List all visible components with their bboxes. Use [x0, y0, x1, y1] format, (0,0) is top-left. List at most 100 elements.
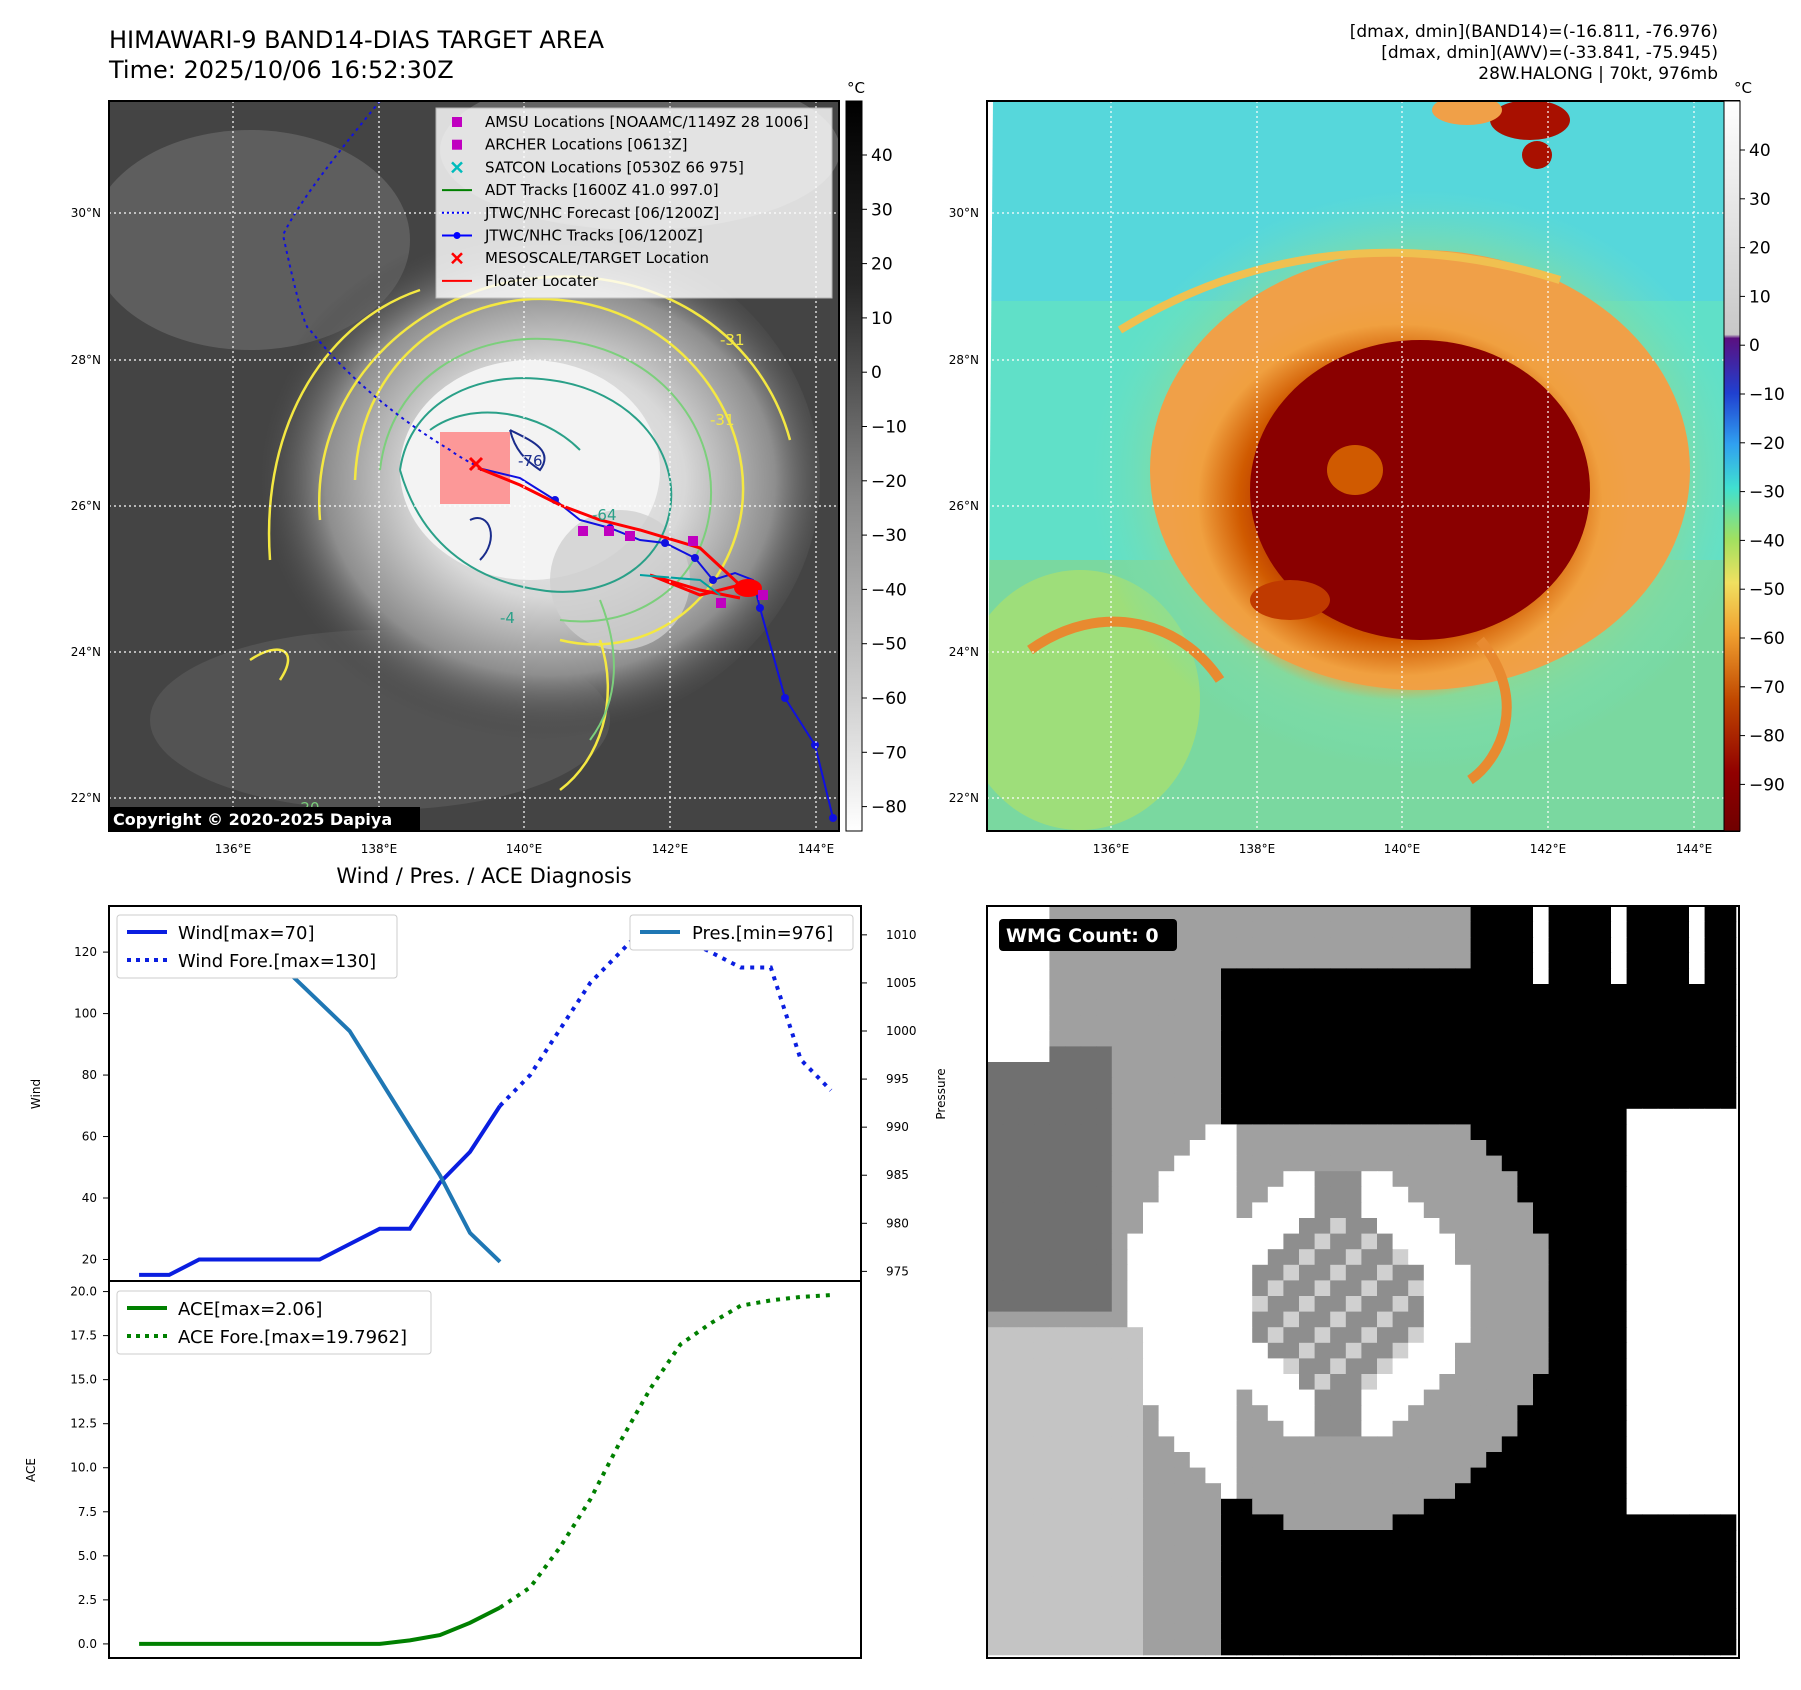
ace-axis-label: ACE — [24, 1458, 38, 1482]
copyright-box — [110, 807, 420, 830]
legend-wind: Wind[max=70] — [178, 923, 315, 944]
ace-tick: 15.0 — [70, 1373, 97, 1387]
lon-label: 138°E — [1239, 842, 1276, 856]
legend-label: ARCHER Locations [0613Z] — [485, 136, 688, 154]
ace-tick: 10.0 — [70, 1461, 97, 1475]
lat-label: 22°N — [71, 791, 101, 805]
pressure-tick: 995 — [886, 1072, 909, 1086]
colorbar-tick: −20 — [871, 472, 907, 492]
colorbar-tick: 40 — [871, 146, 893, 166]
wind-tick: 40 — [82, 1191, 97, 1205]
ir-map-lon-labels: 136°E 138°E 140°E 142°E 144°E — [215, 842, 835, 856]
contour-label: -76 — [518, 452, 543, 470]
lat-label: 24°N — [949, 645, 979, 659]
time-label: Time: 2025/10/06 16:52:30Z — [109, 56, 454, 84]
ace-tick: 17.5 — [70, 1329, 97, 1343]
map-legend: AMSU Locations [NOAAMC/1149Z 28 1006] ARC… — [435, 107, 833, 299]
contour-label: -64 — [592, 506, 617, 524]
colorbar-unit: °C — [1734, 79, 1752, 97]
colorbar-tick: 20 — [1749, 239, 1771, 259]
colorbar-tick: −90 — [1749, 775, 1785, 795]
contour-label: -31 — [710, 411, 735, 429]
colorbar-tick: −50 — [1749, 580, 1785, 600]
legend-label: ADT Tracks [1600Z 41.0 997.0] — [485, 181, 719, 199]
colorbar-tick: 10 — [1749, 287, 1771, 307]
pressure-axis-label: Pressure — [934, 1068, 948, 1119]
ace-tick: 5.0 — [78, 1549, 97, 1563]
colorbar-tick: 0 — [1749, 336, 1760, 356]
pressure-tick: 1010 — [886, 928, 917, 942]
colorbar-tick: −30 — [871, 526, 907, 546]
pressure-tick: 1000 — [886, 1024, 917, 1038]
legend-ace: ACE[max=2.06] — [178, 1299, 322, 1320]
enhanced-map-panel — [986, 100, 1740, 832]
lat-label: 24°N — [71, 645, 101, 659]
wind-tick: 20 — [82, 1252, 97, 1266]
ir-map-panel: -76 -64 -31 -31 -20 -4 — [108, 100, 840, 832]
colorbar-tick: 30 — [871, 200, 893, 220]
diagnosis-title: Wind / Pres. / ACE Diagnosis — [336, 864, 631, 888]
ir-map-lat-labels: 30°N 28°N 26°N 24°N 22°N — [71, 206, 101, 805]
main-title: HIMAWARI-9 BAND14-DIAS TARGET AREA — [109, 26, 605, 54]
colorbar-tick: −50 — [871, 635, 907, 655]
legend-label: SATCON Locations [0530Z 66 975] — [485, 158, 744, 176]
copyright-label: Copyright © 2020-2025 Dapiya — [113, 810, 392, 829]
legend-wind-forecast: Wind Fore.[max=130] — [178, 951, 376, 972]
colorbar-tick: 10 — [871, 309, 893, 329]
colorbar-tick: −70 — [1749, 678, 1785, 698]
wind-axis-label: Wind — [29, 1079, 43, 1109]
legend-label: JTWC/NHC Tracks [06/1200Z] — [484, 227, 703, 245]
colorbar-tick: −40 — [871, 580, 907, 600]
legend-ace-forecast: ACE Fore.[max=19.7962] — [178, 1327, 407, 1348]
wind-tick: 60 — [82, 1130, 97, 1144]
legend-symbol — [442, 232, 472, 239]
lon-label: 136°E — [215, 842, 252, 856]
legend-symbol — [451, 252, 463, 265]
lon-label: 140°E — [506, 842, 543, 856]
legend-pressure: Pres.[min=976] — [692, 923, 833, 944]
lon-label: 144°E — [798, 842, 835, 856]
colorbar-tick: 20 — [871, 255, 893, 275]
colorbar-tick: −10 — [1749, 385, 1785, 405]
colorbar-tick: −40 — [1749, 531, 1785, 551]
lat-label: 30°N — [71, 206, 101, 220]
lat-label: 28°N — [949, 353, 979, 367]
contour-label: -4 — [500, 609, 515, 627]
pressure-tick: 1005 — [886, 976, 917, 990]
lat-label: 22°N — [949, 791, 979, 805]
colorbar-tick: −60 — [871, 689, 907, 709]
wind-legend: Wind[max=70] Wind Fore.[max=130] — [116, 914, 398, 979]
enhanced-map-lat-labels: 30°N 28°N 26°N 24°N 22°N — [949, 206, 979, 805]
wind-tick: 100 — [74, 1007, 97, 1021]
pressure-tick: 980 — [886, 1216, 909, 1230]
lon-label: 144°E — [1676, 842, 1713, 856]
pressure-tick: 985 — [886, 1168, 909, 1182]
ace-legend: ACE[max=2.06] ACE Fore.[max=19.7962] — [116, 1290, 432, 1355]
colorbar-tick: −60 — [1749, 629, 1785, 649]
stats-band14: [dmax, dmin](BAND14)=(-16.811, -76.976) — [1349, 22, 1718, 42]
wind-tick: 120 — [74, 945, 97, 959]
colorbar-tick: −80 — [871, 798, 907, 818]
colorbar-tick: −30 — [1749, 483, 1785, 503]
wind-tick: 80 — [82, 1068, 97, 1082]
colorbar-tick: 40 — [1749, 141, 1771, 161]
legend-label: Floater Locater — [485, 272, 599, 290]
series-line — [139, 1605, 501, 1646]
enhanced-colorbar: °C 40 30 20 10 0 −10 −20 −30 −40 −50 −60 −70 −80 −90 — [1723, 79, 1785, 832]
ir-colorbar: °C 40 30 20 10 0 −10 −20 −30 −40 −50 −60 −70 −80 — [845, 79, 907, 832]
lat-label: 28°N — [71, 353, 101, 367]
series-line — [139, 1104, 502, 1277]
legend-symbol — [452, 139, 462, 150]
contour-label: -31 — [720, 331, 745, 349]
legend-label: MESOSCALE/TARGET Location — [485, 249, 709, 267]
ace-tick: 7.5 — [78, 1505, 97, 1519]
ace-tick: 20.0 — [70, 1285, 97, 1299]
legend-label: JTWC/NHC Forecast [06/1200Z] — [484, 204, 719, 222]
pressure-legend: Pres.[min=976] — [629, 914, 854, 951]
enhanced-map-lon-labels: 136°E 138°E 140°E 142°E 144°E — [1093, 842, 1713, 856]
lon-label: 140°E — [1384, 842, 1421, 856]
stats-awv: [dmax, dmin](AWV)=(-33.841, -75.945) — [1381, 43, 1718, 63]
wmg-panel: WMG Count: 0 — [986, 905, 1740, 1659]
ace-tick: 2.5 — [78, 1593, 97, 1607]
